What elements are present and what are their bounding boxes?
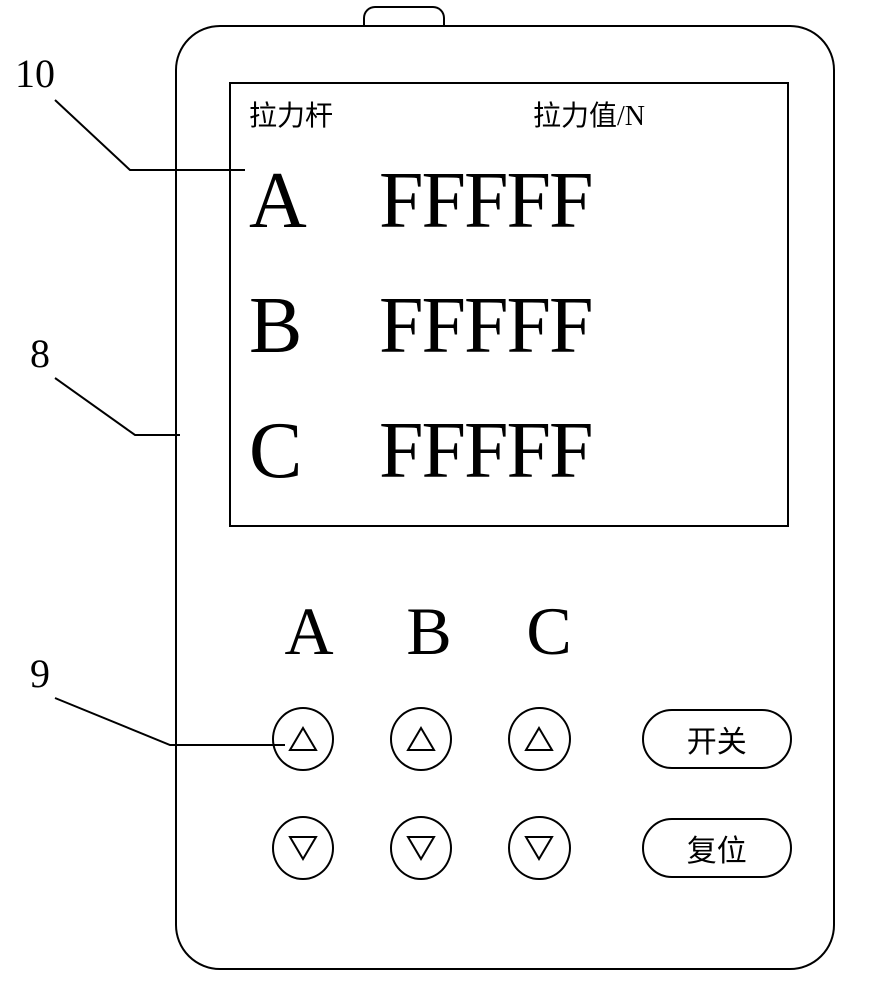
callout-9-line bbox=[0, 0, 869, 1000]
